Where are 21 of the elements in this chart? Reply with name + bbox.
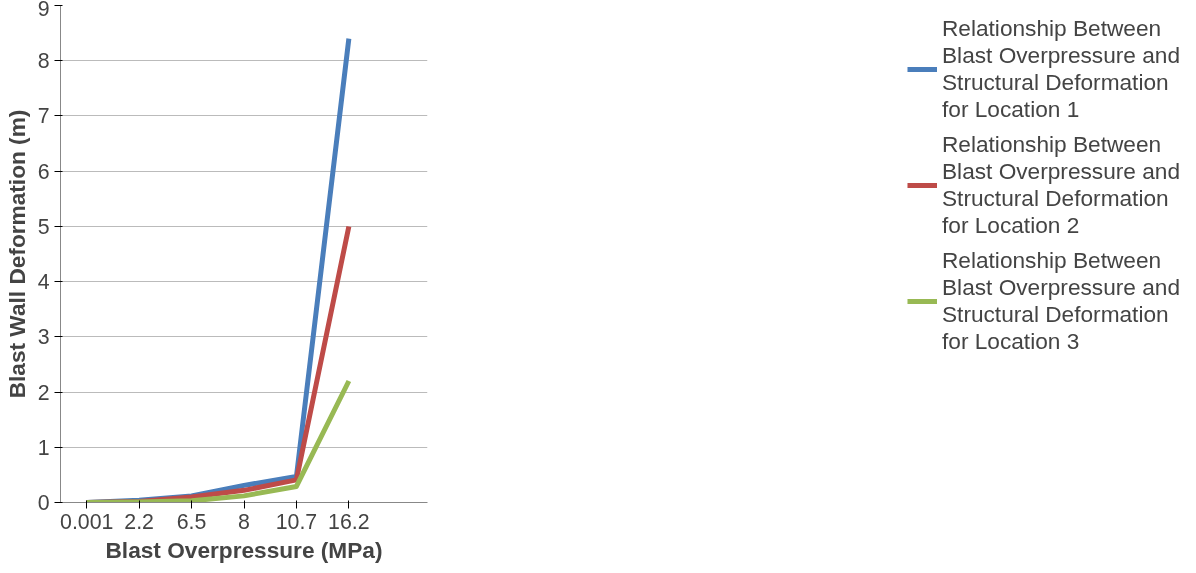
y-tick-label: 9 <box>37 0 50 21</box>
x-tick-label: 0.001 <box>60 509 114 534</box>
y-tick-label: 3 <box>37 325 50 350</box>
x-tick-label: 10.7 <box>275 509 318 534</box>
y-tick-label: 0 <box>37 491 50 515</box>
y-tick-label: 2 <box>37 380 50 405</box>
x-tick-label: 6.5 <box>176 509 207 534</box>
y-tick-label: 4 <box>37 270 50 295</box>
y-tick-label: 5 <box>37 214 50 239</box>
x-tick-label: 2.2 <box>124 509 154 534</box>
x-axis-title: Blast Overpressure (MPa) <box>105 536 383 563</box>
legend-label: Relationship Between Blast Overpressure and Structural Deformation for Location 3 <box>941 247 1180 355</box>
x-tick-label: 16.2 <box>328 509 370 534</box>
y-tick-label: 6 <box>37 159 50 184</box>
x-tick-label: 8 <box>238 509 250 534</box>
y-tick-label: 8 <box>37 49 50 74</box>
legend-label: Relationship Between Blast Overpressure and Structural Deformation for Location 1 <box>941 15 1180 123</box>
legend-label: Relationship Between Blast Overpressure and Structural Deformation for Location 2 <box>941 131 1180 239</box>
y-axis-title: Blast Wall Deformation (m) <box>3 109 30 399</box>
y-tick-label: 1 <box>37 435 50 460</box>
y-tick-label: 7 <box>37 104 50 129</box>
